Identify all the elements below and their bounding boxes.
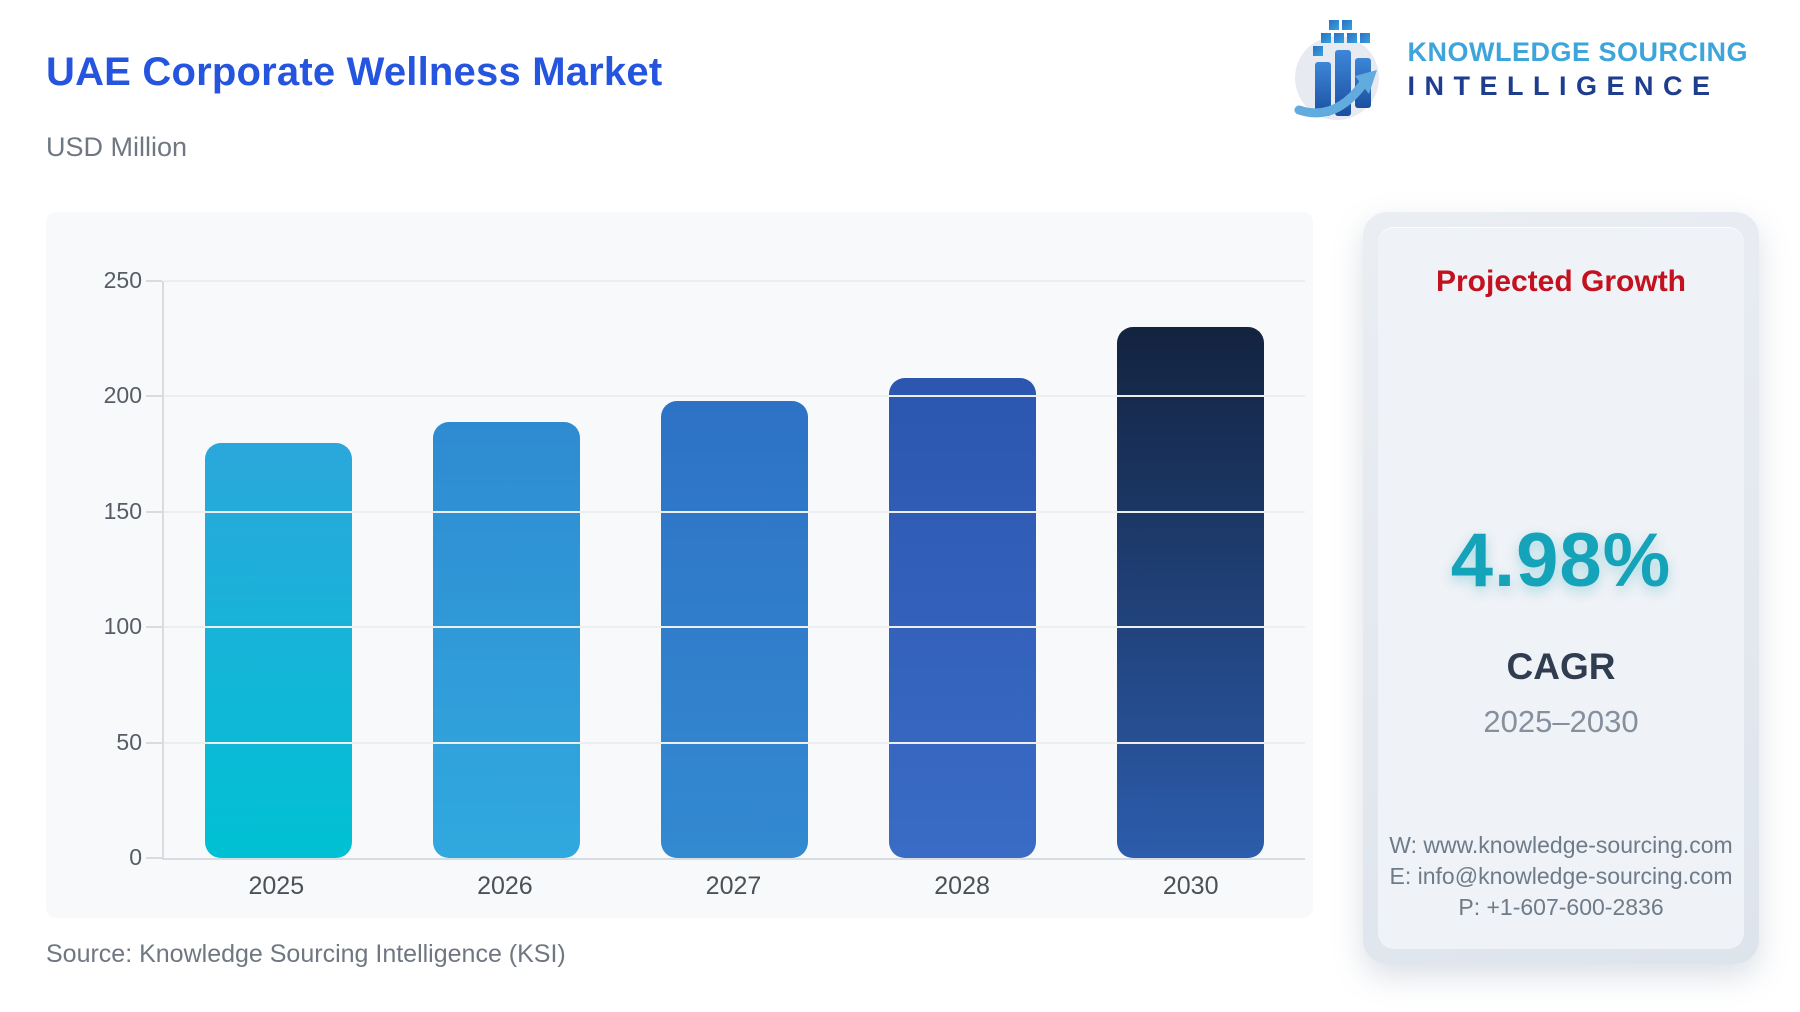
- tick-mark-50: [146, 741, 162, 744]
- x-tick-label-2027: 2027: [705, 872, 762, 900]
- page-title: UAE Corporate Wellness Market: [46, 50, 663, 94]
- logo-company-name-2: INTELLIGENCE: [1407, 71, 1720, 101]
- contact-email: E: info@knowledge-sourcing.com: [1389, 863, 1733, 889]
- company-logo: KNOWLEDGE SOURCING INTELLIGENCE: [1285, 18, 1748, 122]
- projected-growth-panel: Projected Growth 4.98% CAGR 2025–2030 W:…: [1363, 212, 1759, 964]
- cagr-block: 4.98% CAGR 2025–2030: [1378, 517, 1744, 740]
- bar-2025: [204, 442, 352, 858]
- logo-arrow-head: [1355, 70, 1378, 94]
- logo-arrow: [1294, 79, 1368, 118]
- bars-container: [164, 281, 1305, 858]
- logo-text: KNOWLEDGE SOURCING INTELLIGENCE: [1407, 36, 1748, 104]
- source-note: Source: Knowledge Sourcing Intelligence …: [46, 940, 566, 968]
- projected-growth-heading: Projected Growth: [1435, 265, 1687, 298]
- bar-slot-2030: [1077, 281, 1305, 858]
- cagr-value: 4.98%: [1450, 518, 1672, 603]
- tick-mark-200: [146, 395, 162, 398]
- tick-mark-250: [146, 280, 162, 282]
- y-tick-label-0: 0: [129, 844, 142, 870]
- gridline-100: [164, 626, 1305, 629]
- projected-growth-inner: Projected Growth 4.98% CAGR 2025–2030 W:…: [1378, 227, 1744, 949]
- x-tick-label-2028: 2028: [934, 872, 990, 900]
- contact-block: W: www.knowledge-sourcing.com E: info@kn…: [1378, 830, 1744, 923]
- gridline-150: [164, 510, 1305, 513]
- x-tick-label-2026: 2026: [477, 872, 533, 900]
- bar-2030: [1117, 327, 1265, 858]
- tick-mark-0: [146, 857, 162, 859]
- chart-unit-label: USD Million: [46, 132, 188, 162]
- cagr-period: 2025–2030: [1483, 704, 1639, 739]
- gridline-200: [164, 395, 1305, 398]
- x-tick-label-2025: 2025: [248, 872, 305, 900]
- bar-slot-2027: [620, 281, 848, 858]
- gridline-50: [164, 741, 1305, 744]
- contact-website: W: www.knowledge-sourcing.com: [1389, 832, 1733, 858]
- y-tick-label-150: 150: [103, 497, 142, 524]
- y-tick-label-200: 200: [103, 382, 142, 409]
- x-tick-label-2030: 2030: [1162, 872, 1219, 900]
- y-tick-label-250: 250: [103, 267, 142, 293]
- tick-mark-150: [146, 510, 162, 513]
- logo-company-name: KNOWLEDGE SOURCING: [1407, 37, 1748, 68]
- bar-2027: [661, 401, 808, 858]
- bar-slot-2026: [392, 281, 620, 858]
- logo-pixel-squares: [1313, 20, 1371, 56]
- x-axis-labels: 2025 2026 2027 2028 2030: [162, 872, 1305, 901]
- bar-2028: [889, 377, 1037, 858]
- cagr-label: CAGR: [1506, 646, 1616, 687]
- bar-chart-card: 0 50 100 150 200 250 2025 2026 2027 2028 2030: [46, 212, 1313, 918]
- gridline-250: [164, 280, 1305, 282]
- bar-slot-2028: [849, 281, 1077, 858]
- logo-bar-chart-icon: [1294, 20, 1380, 120]
- plot-area: 0 50 100 150 200 250: [104, 267, 1305, 870]
- bar-slot-2025: [164, 281, 392, 858]
- bar-2026: [432, 421, 580, 858]
- y-tick-label-100: 100: [103, 613, 142, 640]
- y-tick-label-50: 50: [116, 728, 142, 755]
- tick-mark-100: [146, 626, 162, 629]
- contact-phone: P: +1-607-600-2836: [1458, 894, 1664, 920]
